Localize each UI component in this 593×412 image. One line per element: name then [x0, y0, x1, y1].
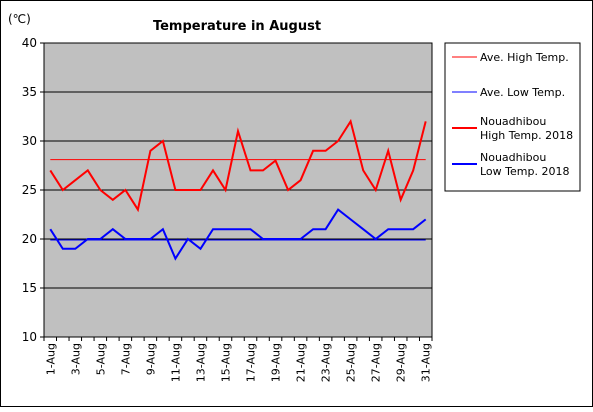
legend-label: Ave. High Temp. [480, 51, 569, 64]
x-tick-label: 9-Aug [144, 343, 157, 375]
x-tick-label: 5-Aug [94, 343, 107, 375]
unit-label: (℃) [8, 12, 31, 26]
x-tick-label: 1-Aug [44, 343, 57, 375]
y-tick-label: 10 [22, 330, 37, 344]
y-tick-label: 30 [22, 134, 37, 148]
legend-label: Nouadhibou High Temp. 2018 [480, 115, 573, 142]
y-tick-label: 35 [22, 85, 37, 99]
y-tick-label: 20 [22, 232, 37, 246]
legend-box [444, 42, 581, 192]
y-tick-label: 15 [22, 281, 37, 295]
gridlines [44, 91, 432, 289]
x-tick-label: 31-Aug [420, 343, 433, 382]
chart-title: Temperature in August [153, 19, 321, 34]
x-tick-label: 19-Aug [270, 343, 283, 382]
legend: Ave. High Temp. Ave. Low Temp. Nouadhibou H… [452, 51, 573, 178]
y-axis-ticks: 10 15 20 25 30 35 40 [22, 36, 44, 344]
x-tick-label: 21-Aug [295, 343, 308, 382]
x-tick-label: 13-Aug [194, 343, 207, 382]
legend-label: Nouadhibou Low Temp. 2018 [480, 151, 569, 178]
x-axis-ticks: 1-Aug 3-Aug 5-Aug 7-Aug 9-Aug 11-Aug 13-Aug 15-… [43, 337, 433, 382]
x-tick-label: 15-Aug [219, 343, 232, 382]
series-line-2 [49, 118, 427, 213]
x-tick-label: 11-Aug [169, 343, 182, 382]
y-tick-label: 25 [22, 183, 37, 197]
y-tick-label: 40 [22, 36, 37, 50]
legend-label: Ave. Low Temp. [480, 86, 565, 99]
x-tick-label: 17-Aug [245, 343, 258, 382]
x-tick-label: 27-Aug [370, 343, 383, 382]
x-tick-label: 3-Aug [69, 343, 82, 375]
x-tick-label: 25-Aug [345, 343, 358, 382]
x-tick-label: 29-Aug [395, 343, 408, 382]
series-lines [49, 118, 427, 261]
x-tick-label: 7-Aug [119, 343, 132, 375]
series-line-3 [49, 208, 427, 261]
x-tick-label: 23-Aug [320, 343, 333, 382]
